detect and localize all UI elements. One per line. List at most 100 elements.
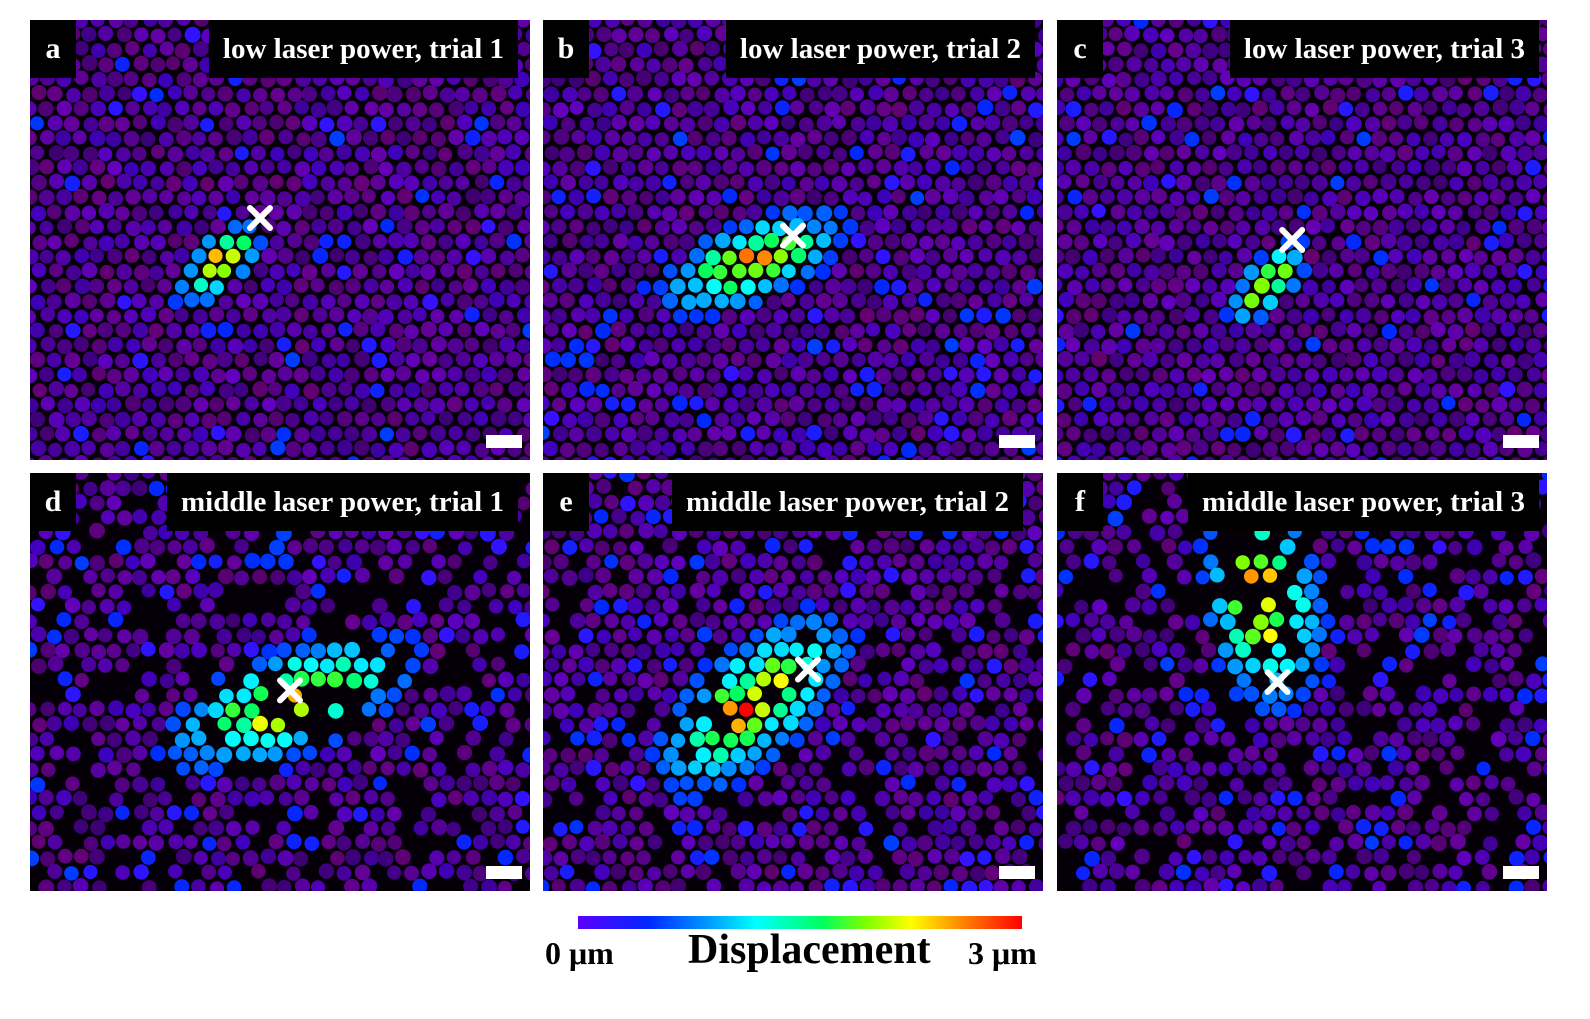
- particle: [1066, 219, 1082, 235]
- particle: [908, 278, 924, 294]
- particle: [176, 72, 192, 88]
- particle: [892, 366, 908, 381]
- particle: [1168, 614, 1184, 630]
- particle: [552, 397, 567, 412]
- particle: [142, 100, 158, 116]
- particle: [1100, 278, 1116, 293]
- particle: [1020, 86, 1036, 101]
- particle: [850, 116, 866, 132]
- particle: [336, 265, 352, 280]
- particle: [604, 554, 619, 569]
- particle: [1287, 790, 1303, 806]
- particle: [1126, 205, 1142, 221]
- particle: [569, 338, 585, 354]
- particle: [764, 174, 781, 190]
- particle: [893, 250, 910, 266]
- particle: [663, 381, 679, 396]
- particle: [1075, 627, 1091, 644]
- particle: [455, 351, 471, 367]
- particle: [602, 278, 617, 293]
- particle: [354, 567, 371, 583]
- particle: [552, 250, 568, 266]
- particle: [792, 822, 807, 837]
- particle: [1252, 367, 1267, 383]
- particle: [168, 864, 183, 879]
- particle: [585, 850, 601, 866]
- particle: [543, 879, 550, 891]
- particle: [689, 582, 706, 599]
- particle: [977, 731, 994, 747]
- particle: [320, 567, 336, 583]
- particle: [578, 567, 594, 583]
- particle: [507, 687, 522, 702]
- particle: [1474, 191, 1489, 206]
- particle: [1541, 308, 1547, 323]
- particle: [731, 777, 747, 793]
- particle: [673, 457, 685, 460]
- particle: [1398, 351, 1415, 367]
- particle: [1269, 612, 1285, 627]
- particle: [1406, 248, 1422, 265]
- particle: [781, 382, 797, 398]
- particle: [185, 145, 201, 160]
- particle: [1244, 86, 1260, 103]
- particle: [970, 116, 985, 131]
- particle: [756, 189, 772, 205]
- particle: [670, 878, 687, 891]
- particle: [824, 849, 840, 865]
- particle: [208, 248, 223, 263]
- particle: [1143, 322, 1158, 337]
- particle: [524, 205, 530, 221]
- particle: [1408, 879, 1423, 891]
- particle: [344, 100, 359, 115]
- particle: [1261, 116, 1277, 132]
- particle: [1364, 776, 1381, 792]
- particle: [689, 612, 706, 628]
- particle: [730, 412, 745, 427]
- particle: [415, 279, 430, 295]
- particle: [141, 583, 156, 598]
- particle: [429, 850, 445, 866]
- particle: [944, 338, 959, 353]
- particle: [695, 864, 712, 880]
- particle: [1152, 759, 1168, 776]
- particle: [1144, 232, 1160, 249]
- particle: [781, 570, 796, 585]
- particle: [859, 555, 874, 570]
- particle: [1028, 822, 1043, 837]
- particle: [1058, 569, 1074, 585]
- particle: [655, 642, 671, 659]
- particle: [655, 101, 671, 118]
- particle: [115, 805, 130, 820]
- particle: [1037, 265, 1043, 281]
- particle: [202, 353, 218, 370]
- particle: [438, 234, 454, 250]
- particle: [943, 248, 958, 263]
- particle: [1013, 673, 1028, 688]
- particle: [1457, 277, 1472, 293]
- particle: [1126, 687, 1142, 703]
- particle: [438, 381, 454, 397]
- particle: [227, 338, 244, 355]
- particle: [782, 806, 798, 822]
- particle: [106, 309, 122, 325]
- particle: [1116, 524, 1132, 540]
- particle: [89, 130, 106, 147]
- particle: [429, 643, 446, 659]
- particle: [635, 643, 652, 660]
- particle: [420, 234, 437, 250]
- particle: [644, 235, 660, 250]
- particle: [638, 522, 654, 539]
- particle: [1295, 410, 1312, 426]
- particle: [362, 130, 379, 146]
- particle: [1270, 456, 1284, 460]
- particle: [1448, 85, 1463, 101]
- particle: [1279, 441, 1296, 457]
- particle: [738, 702, 754, 717]
- particle: [1261, 87, 1277, 103]
- particle: [420, 321, 437, 338]
- particle: [697, 657, 713, 673]
- particle: [270, 87, 286, 103]
- particle: [587, 702, 604, 719]
- particle: [924, 249, 941, 266]
